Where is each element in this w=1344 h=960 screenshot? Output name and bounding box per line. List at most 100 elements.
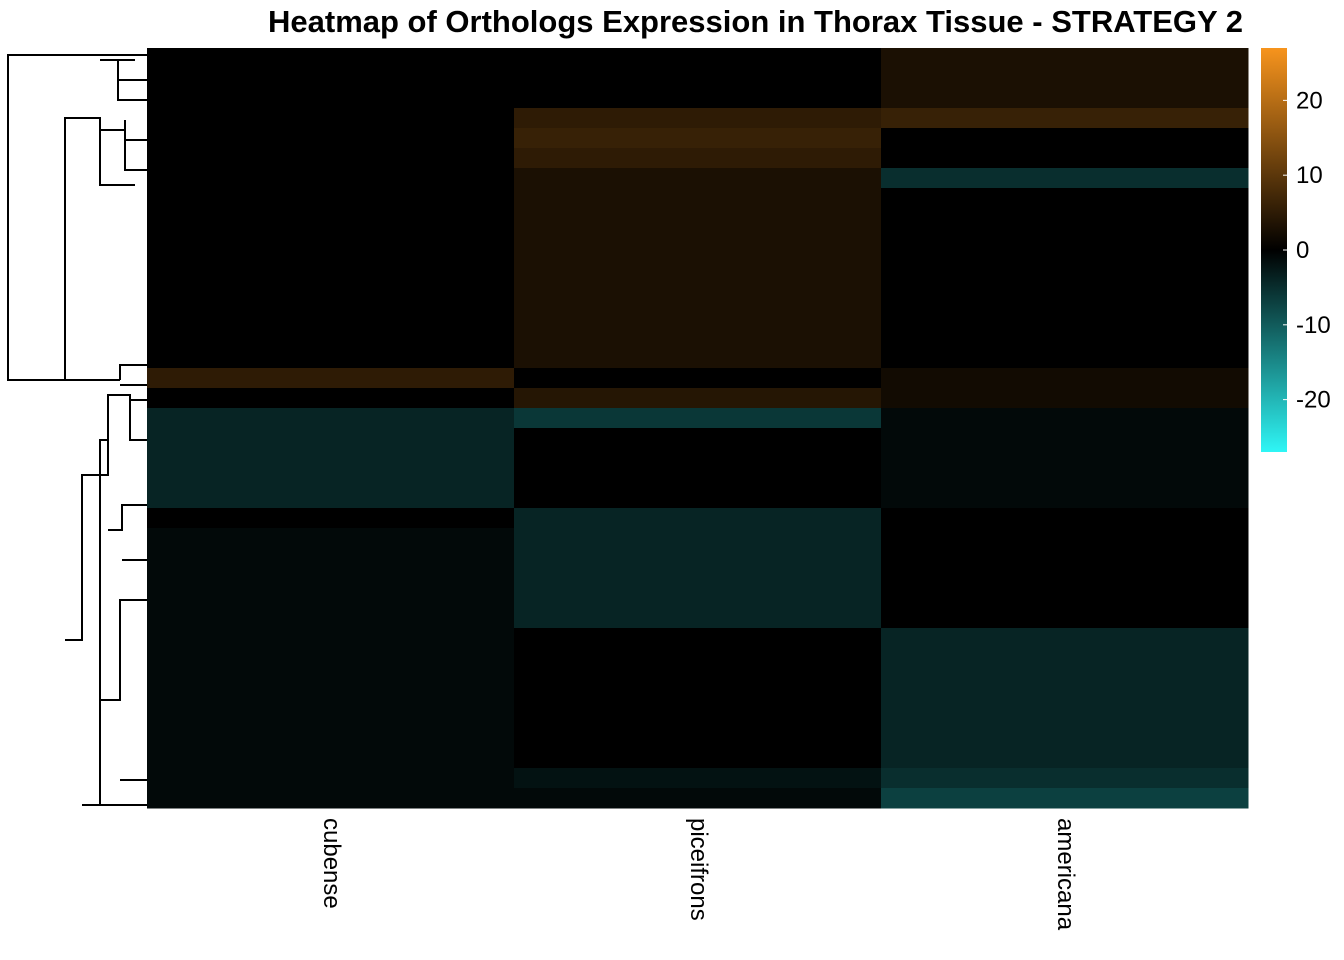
colorbar-tick-label: -20	[1296, 387, 1331, 414]
heatmap-cell	[514, 688, 882, 709]
heatmap-cell	[514, 348, 882, 369]
heatmap-cell	[147, 728, 515, 749]
colorbar	[1261, 48, 1287, 452]
heatmap-cell	[147, 208, 515, 229]
heatmap-cell	[147, 48, 515, 69]
heatmap-cell	[147, 488, 515, 509]
heatmap-cell	[147, 468, 515, 489]
colorbar-tick-label: -10	[1296, 312, 1331, 339]
heatmap-cell	[147, 788, 515, 809]
heatmap-cell	[147, 348, 515, 369]
heatmap-cell	[881, 628, 1249, 649]
colorbar-tick-label: 20	[1296, 87, 1323, 114]
heatmap-cell	[147, 148, 515, 169]
heatmap-cell	[514, 48, 882, 69]
heatmap-cell	[514, 508, 882, 529]
heatmap-cell	[514, 228, 882, 249]
heatmap-cell	[514, 308, 882, 329]
heatmap-cell	[514, 428, 882, 449]
heatmap-cell	[147, 568, 515, 589]
heatmap-cell	[147, 108, 515, 129]
heatmap-cell	[514, 668, 882, 689]
heatmap-cell	[147, 448, 515, 469]
heatmap-cell	[514, 68, 882, 89]
heatmap-cell	[514, 268, 882, 289]
heatmap-cell	[514, 628, 882, 649]
heatmap-cell	[514, 488, 882, 509]
heatmap-cell	[147, 368, 515, 389]
heatmap-cell	[147, 408, 515, 429]
heatmap-cell	[881, 488, 1249, 509]
heatmap-cell	[147, 768, 515, 789]
heatmap-cell	[881, 168, 1249, 189]
heatmap-cell	[147, 648, 515, 669]
heatmap-cell	[881, 608, 1249, 629]
heatmap-cell	[514, 788, 882, 809]
heatmap-cell	[881, 708, 1249, 729]
column-label: cubense	[318, 818, 345, 909]
heatmap-cell	[881, 768, 1249, 789]
heatmap-cell	[881, 688, 1249, 709]
heatmap-cell	[881, 248, 1249, 269]
heatmap-cell	[514, 388, 882, 409]
heatmap-cell	[514, 288, 882, 309]
heatmap-cell	[881, 448, 1249, 469]
heatmap-cell	[881, 748, 1249, 769]
heatmap-cell	[147, 688, 515, 709]
heatmap-cell	[514, 528, 882, 549]
heatmap-cell	[514, 568, 882, 589]
heatmap-cell	[514, 468, 882, 489]
heatmap-cell	[147, 708, 515, 729]
heatmap-cell	[881, 148, 1249, 169]
heatmap-cell	[514, 208, 882, 229]
column-label: piceifrons	[685, 818, 712, 921]
heatmap-cell	[881, 508, 1249, 529]
heatmap-cell	[881, 188, 1249, 209]
heatmap-cell	[147, 308, 515, 329]
colorbar-tick-label: 0	[1296, 237, 1309, 264]
heatmap-cell	[147, 68, 515, 89]
heatmap-cell	[881, 388, 1249, 409]
heatmap-cell	[147, 228, 515, 249]
heatmap-cell	[514, 448, 882, 469]
heatmap-cell	[147, 668, 515, 689]
heatmap-cell	[147, 388, 515, 409]
heatmap-cell	[881, 728, 1249, 749]
heatmap-cell	[881, 668, 1249, 689]
heatmap-cell	[514, 148, 882, 169]
heatmap-cell	[147, 328, 515, 349]
heatmap-cell	[514, 708, 882, 729]
heatmap-cell	[881, 568, 1249, 589]
heatmap-cell	[147, 548, 515, 569]
heatmap-cell	[881, 88, 1249, 109]
heatmap-cell	[881, 228, 1249, 249]
heatmap-cell	[881, 788, 1249, 809]
heatmap-cell	[514, 748, 882, 769]
heatmap-cell	[881, 588, 1249, 609]
heatmap-cell	[881, 308, 1249, 329]
heatmap-cell	[881, 348, 1249, 369]
heatmap-cell	[147, 608, 515, 629]
heatmap-cell	[147, 508, 515, 529]
heatmap-cell	[514, 128, 882, 149]
heatmap-cell	[881, 268, 1249, 289]
heatmap-cell	[881, 128, 1249, 149]
heatmap-cell	[881, 408, 1249, 429]
dendrogram	[7, 54, 147, 806]
heatmap-cell	[147, 248, 515, 269]
heatmap-cell	[147, 168, 515, 189]
heatmap-cell	[881, 648, 1249, 669]
heatmap-cell	[147, 188, 515, 209]
heatmap-cell	[147, 428, 515, 449]
heatmap-cell	[147, 128, 515, 149]
heatmap-cell	[514, 168, 882, 189]
heatmap-cell	[514, 588, 882, 609]
heatmap-cell	[881, 468, 1249, 489]
heatmap-cell	[147, 748, 515, 769]
heatmap-cell	[514, 108, 882, 129]
heatmap-cell	[881, 368, 1249, 389]
heatmap-cell	[514, 608, 882, 629]
heatmap-cell	[514, 728, 882, 749]
heatmap-cell	[147, 588, 515, 609]
